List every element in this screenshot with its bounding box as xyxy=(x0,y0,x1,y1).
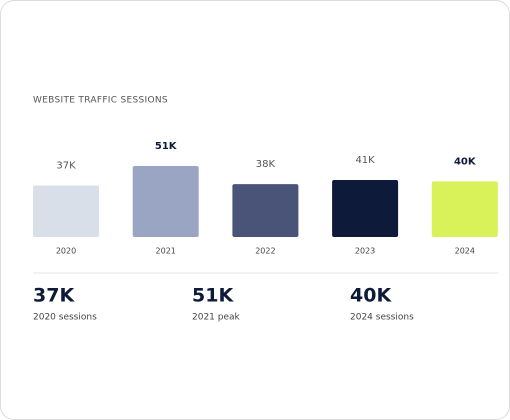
summary-value: 40K xyxy=(350,285,392,307)
summary-value: 37K xyxy=(33,285,75,307)
value-label: 37K xyxy=(56,161,76,172)
summary-label: 2024 sessions xyxy=(350,313,414,323)
bar xyxy=(431,181,498,237)
x-tick-label: 2021 xyxy=(156,247,176,256)
bar xyxy=(132,166,199,237)
chart-title: WEBSITE TRAFFIC SESSIONS xyxy=(33,96,168,106)
value-label: 41K xyxy=(355,155,375,166)
x-tick-label: 2020 xyxy=(56,247,76,256)
value-label: 51K xyxy=(155,141,178,152)
bar xyxy=(332,179,399,237)
bar xyxy=(232,184,299,237)
summary-label: 2020 sessions xyxy=(33,313,97,323)
value-label: 38K xyxy=(256,159,276,170)
summary-label: 2021 peak xyxy=(192,313,241,323)
x-tick-label: 2023 xyxy=(355,247,375,256)
value-label: 40K xyxy=(454,156,477,167)
x-tick-label: 2022 xyxy=(255,247,275,256)
x-tick-label: 2024 xyxy=(455,247,475,256)
bar xyxy=(33,185,99,237)
summary-value: 51K xyxy=(192,285,234,307)
